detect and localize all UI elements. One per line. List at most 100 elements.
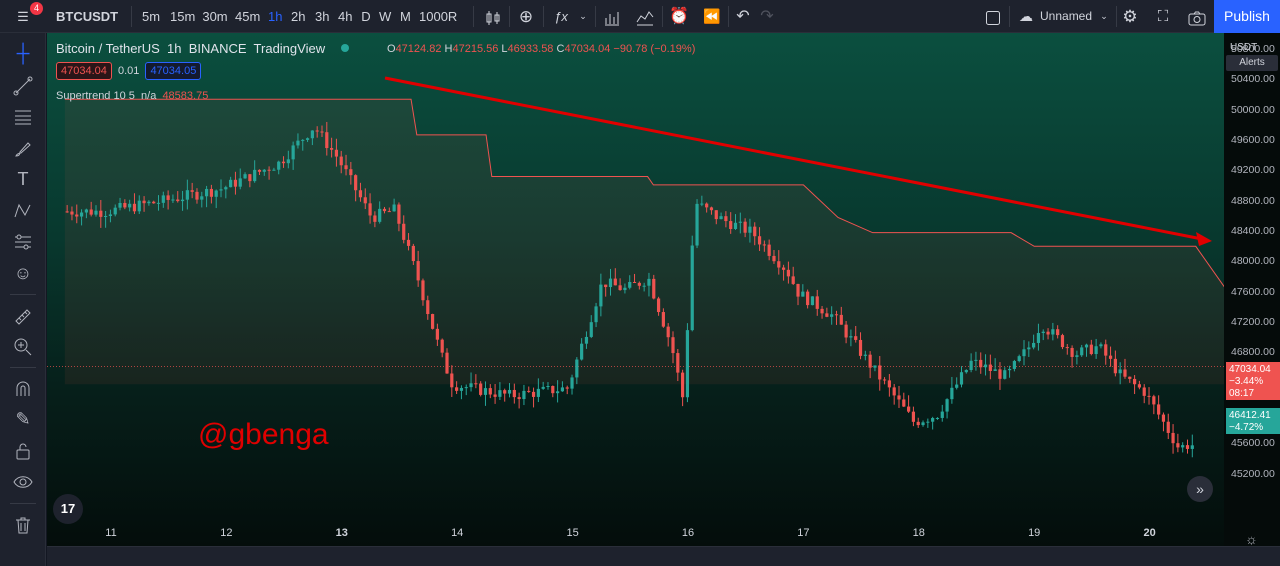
interval-2h[interactable]: 2h <box>291 9 306 24</box>
chevron-down-icon[interactable]: ⌄ <box>579 11 587 21</box>
eye-icon[interactable] <box>8 466 38 496</box>
interval-w[interactable]: W <box>379 9 392 24</box>
interval-m[interactable]: M <box>400 9 411 24</box>
candle-body <box>310 130 314 139</box>
candle-body <box>382 208 387 212</box>
fullscreen-toggle-icon[interactable] <box>982 0 1004 33</box>
chevron-down-icon[interactable]: ⌄ <box>1100 11 1108 21</box>
candle-body <box>527 390 531 392</box>
emoji-icon[interactable]: ☺ <box>13 263 33 283</box>
candle-body <box>430 314 435 329</box>
candle-body <box>1132 378 1137 385</box>
interval-d[interactable]: D <box>361 9 371 24</box>
candle-body <box>1046 331 1050 335</box>
interval-45m[interactable]: 45m <box>235 9 261 24</box>
supertrend-legend[interactable]: Supertrend 10 5 n/a 48583.75 <box>56 90 208 102</box>
publish-button[interactable]: Publish <box>1214 0 1280 33</box>
candle-body <box>84 209 88 213</box>
interval-4h[interactable]: 4h <box>338 9 353 24</box>
lock-icon[interactable] <box>8 435 38 465</box>
candle-body <box>916 421 920 426</box>
time-axis[interactable]: 11 12 13 14 15 16 17 18 19 20 <box>47 520 1224 546</box>
interval-30m[interactable]: 30m <box>202 9 228 24</box>
candle-body <box>195 191 199 200</box>
notification-badge: 4 <box>30 2 43 15</box>
candle-body <box>921 422 925 426</box>
text-icon[interactable]: T <box>17 169 29 189</box>
layout-name[interactable]: Unnamed <box>1040 9 1093 23</box>
candle-body <box>810 296 815 306</box>
interval-1000r[interactable]: 1000R <box>419 9 458 24</box>
candle-body <box>902 399 906 407</box>
candle-body <box>907 406 911 412</box>
tradingview-logo[interactable]: 17 <box>53 494 83 524</box>
crosshair-icon[interactable]: ┼ <box>16 43 30 63</box>
zoom-in-icon[interactable] <box>8 331 38 361</box>
interval-3h[interactable]: 3h <box>315 9 330 24</box>
candle-body <box>204 188 209 197</box>
candle-body <box>964 370 968 373</box>
prev-close-tag: 46412.41 −4.72% <box>1226 408 1280 434</box>
trend-line-icon[interactable] <box>8 70 38 100</box>
candle-body <box>503 390 507 394</box>
financials-icon[interactable] <box>600 0 624 33</box>
scroll-to-realtime-button[interactable]: » <box>1187 476 1213 502</box>
price-chart[interactable] <box>47 33 1237 520</box>
replay-icon[interactable]: ⏪ <box>703 8 721 24</box>
candles-icon[interactable] <box>481 0 505 33</box>
redo-icon[interactable]: ↷ <box>760 8 774 25</box>
symbol-search-button[interactable]: BTCUSDT <box>56 9 119 24</box>
undo-icon[interactable]: ↶ <box>736 8 750 25</box>
alerts-tag[interactable]: Alerts <box>1226 55 1278 71</box>
prediction-icon[interactable] <box>8 226 38 256</box>
buy-button[interactable]: 47034.05 <box>145 62 202 80</box>
candle-body <box>1084 344 1089 348</box>
fullscreen-icon[interactable]: ⛶ <box>1157 8 1169 25</box>
candle-body <box>108 214 113 217</box>
brush-icon[interactable] <box>8 133 38 163</box>
prev-change: −4.72% <box>1229 422 1264 433</box>
candle-body <box>1017 356 1021 362</box>
divider <box>1009 6 1010 27</box>
menu-icon[interactable]: ☰ <box>17 9 29 24</box>
chart-pane[interactable] <box>47 33 1237 546</box>
settings-gear-icon[interactable]: ☼ <box>1245 531 1258 547</box>
compare-icon[interactable]: ⊕ <box>518 7 534 26</box>
interval-1h[interactable]: 1h <box>268 9 283 24</box>
trash-icon[interactable] <box>8 509 38 539</box>
candle-body <box>815 296 819 309</box>
currency-label[interactable]: USDT <box>1230 42 1258 53</box>
indicator-name: Supertrend 10 5 <box>56 90 135 102</box>
candle-body <box>79 212 84 217</box>
candle-body <box>397 204 401 224</box>
candle-body <box>1118 369 1122 374</box>
camera-icon[interactable] <box>1185 0 1209 33</box>
candle-body <box>565 387 569 389</box>
pattern-icon[interactable] <box>8 195 38 225</box>
candle-body <box>296 140 300 146</box>
candle-body <box>354 175 358 191</box>
divider <box>543 6 544 27</box>
candle-body <box>373 215 377 222</box>
ruler-icon[interactable] <box>8 301 38 331</box>
symbol-title[interactable]: Bitcoin / TetherUS <box>56 41 160 56</box>
alert-icon[interactable]: ⏰ <box>669 8 689 25</box>
candle-body <box>854 336 858 340</box>
templates-icon[interactable] <box>633 0 657 33</box>
indicators-icon[interactable]: ƒx <box>554 9 568 24</box>
candle-body <box>868 354 872 368</box>
price-axis-label: 45600.00 <box>1231 437 1275 450</box>
interval-5m[interactable]: 5m <box>142 9 161 24</box>
candle-body <box>892 387 896 396</box>
settings-gear-icon[interactable]: ⚙ <box>1122 7 1138 26</box>
sell-button[interactable]: 47034.04 <box>56 62 112 80</box>
candle-body <box>517 397 521 400</box>
fib-icon[interactable] <box>8 101 38 131</box>
magnet-icon[interactable] <box>8 373 38 403</box>
interval-15m[interactable]: 15m <box>170 9 196 24</box>
draw-mode-icon[interactable]: ✎ <box>15 409 31 429</box>
price-axis[interactable]: USDT Alerts 50800.00 50400.00 50000.00 4960… <box>1224 33 1280 546</box>
price-axis-label: 47600.00 <box>1231 285 1275 298</box>
bottom-toolbar <box>47 546 1280 566</box>
candle-body <box>882 379 887 381</box>
